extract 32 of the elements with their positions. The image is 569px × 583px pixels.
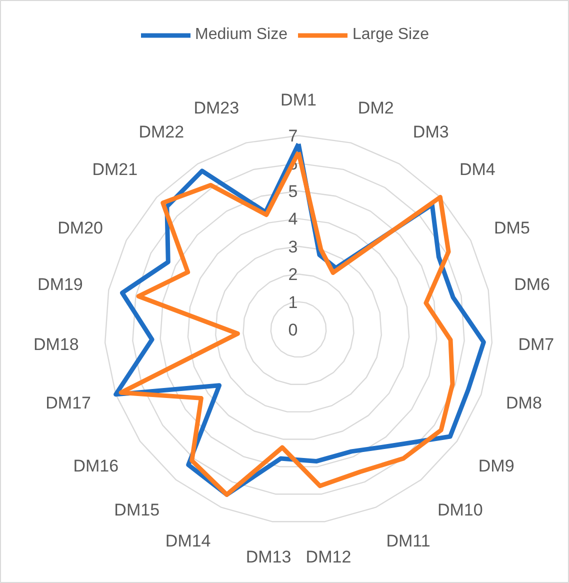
spoke-label: DM14 bbox=[165, 531, 211, 550]
spoke-label: DM22 bbox=[138, 122, 184, 142]
spoke-label: DM17 bbox=[46, 394, 92, 413]
spoke-label: DM16 bbox=[73, 456, 119, 476]
spoke-label: DM6 bbox=[514, 275, 550, 294]
y-tick-label: 7 bbox=[288, 126, 298, 146]
spoke-label: DM18 bbox=[33, 335, 79, 354]
spoke-label: DM5 bbox=[494, 218, 530, 238]
spoke-label: DM10 bbox=[437, 500, 483, 520]
spoke-label: DM12 bbox=[306, 548, 352, 567]
spoke-label: DM13 bbox=[246, 548, 292, 567]
y-tick-label: 3 bbox=[288, 237, 298, 256]
spoke-label: DM11 bbox=[386, 531, 430, 550]
y-tick-label: 1 bbox=[288, 292, 298, 312]
spoke-label: DM20 bbox=[58, 218, 103, 238]
spoke-label: DM9 bbox=[478, 456, 514, 476]
spoke-label: DM21 bbox=[92, 160, 138, 180]
spoke-label: DM23 bbox=[194, 98, 240, 118]
y-tick-label: 0 bbox=[288, 320, 298, 340]
spoke-label: DM2 bbox=[358, 98, 394, 118]
spoke-label: DM4 bbox=[459, 160, 496, 180]
spoke-label: DM1 bbox=[280, 90, 316, 110]
spoke-label: DM15 bbox=[114, 500, 160, 520]
y-tick-label: 2 bbox=[288, 265, 298, 284]
spoke-label: DM8 bbox=[506, 394, 542, 413]
legend-label: Large Size bbox=[352, 26, 429, 44]
spoke-label: DM19 bbox=[38, 275, 83, 294]
legend-label: Medium Size bbox=[195, 26, 288, 44]
y-tick-label: 5 bbox=[288, 182, 298, 201]
y-tick-label: 4 bbox=[288, 210, 298, 229]
spoke-label: DM3 bbox=[412, 122, 449, 142]
spoke-label: DM7 bbox=[518, 335, 554, 354]
